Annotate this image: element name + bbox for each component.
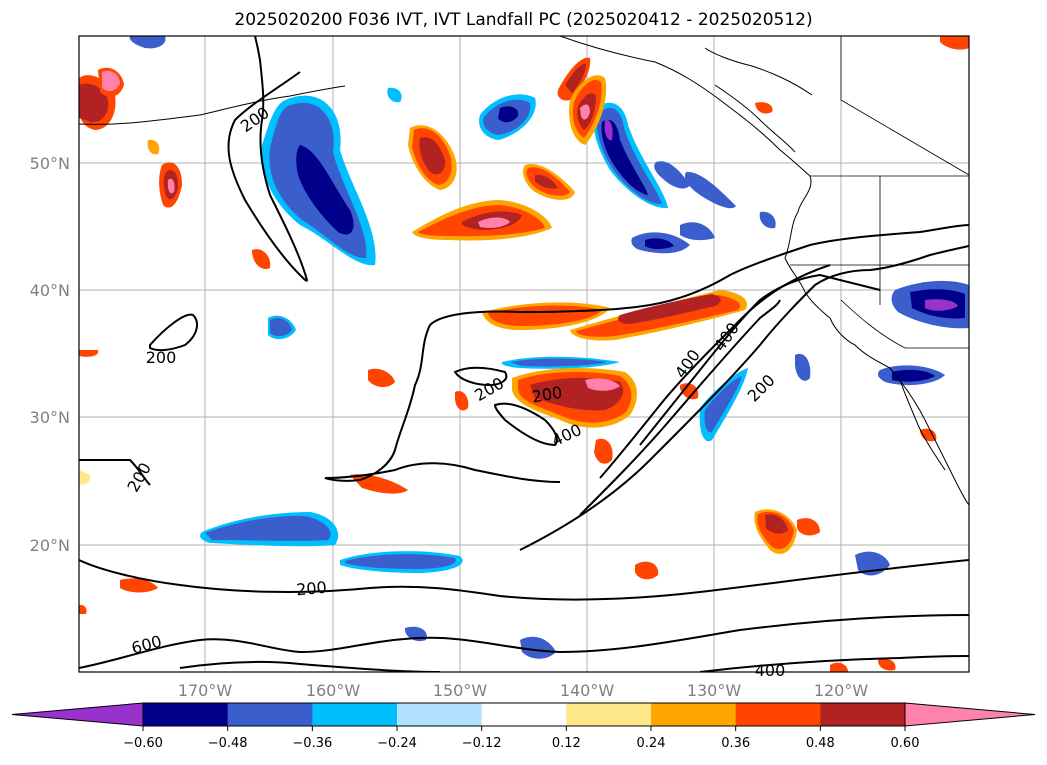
colorbar-swatch	[312, 703, 398, 726]
colorbar-swatch	[651, 703, 737, 726]
lon-label-140w: 140°W	[560, 681, 615, 700]
colorbar-swatch	[820, 703, 906, 726]
colorbar-tick-label: −0.36	[292, 736, 332, 751]
latitude-labels: 50°N 40°N 30°N 20°N	[30, 154, 70, 555]
colorbar-frame	[142, 702, 906, 727]
contour-label: 400	[755, 661, 786, 680]
positive-anomaly-fields	[79, 36, 969, 672]
lat-label-40n: 40°N	[30, 281, 70, 300]
ivt-contours	[79, 36, 969, 672]
lon-label-130w: 130°W	[687, 681, 742, 700]
colorbar-tick-label: 0.60	[891, 736, 920, 751]
political-boundaries	[790, 36, 969, 349]
colorbar-tick-label: 0.24	[637, 736, 666, 751]
colorbar-tick-label: −0.24	[377, 736, 417, 751]
lon-label-170w: 170°W	[178, 681, 233, 700]
negative-anomaly-fields	[129, 36, 969, 659]
colorbar-swatch	[481, 703, 567, 726]
map-panel	[78, 35, 970, 673]
map-background	[79, 36, 969, 672]
lat-label-50n: 50°N	[30, 154, 70, 173]
colorbar-tick-label: 0.48	[806, 736, 835, 751]
colorbar-tick-label: −0.60	[123, 736, 163, 751]
longitude-labels: 170°W 160°W 150°W 140°W 130°W 120°W	[178, 681, 869, 700]
colorbar-extend-min	[11, 702, 144, 727]
lon-label-150w: 150°W	[433, 681, 488, 700]
map-frame	[78, 35, 970, 673]
colorbar-swatch	[227, 703, 313, 726]
colorbar-extend-max	[904, 702, 1036, 727]
contour-label: 200	[146, 348, 177, 367]
lon-label-160w: 160°W	[306, 681, 361, 700]
lat-label-30n: 30°N	[30, 408, 70, 427]
colorbar-tick-label: 0.36	[721, 736, 750, 751]
colorbar-tick-label: −0.12	[462, 736, 502, 751]
colorbar-swatch	[566, 703, 652, 726]
map-title: 2025020200 F036 IVT, IVT Landfall PC (20…	[234, 10, 813, 30]
colorbar-swatch	[735, 703, 821, 726]
colorbar-tick-label: 0.12	[552, 736, 581, 751]
colorbar: −0.60 −0.48 −0.36 −0.24 −0.12 0.12 0.24 0.36 0.4…	[11, 702, 1036, 751]
lat-label-20n: 20°N	[30, 536, 70, 555]
lon-label-120w: 120°W	[814, 681, 869, 700]
colorbar-tick-label: −0.48	[208, 736, 248, 751]
colorbar-swatch	[397, 703, 483, 726]
contour-label: 200	[295, 578, 327, 600]
coastlines	[79, 36, 969, 506]
colorbar-swatch	[143, 703, 229, 726]
